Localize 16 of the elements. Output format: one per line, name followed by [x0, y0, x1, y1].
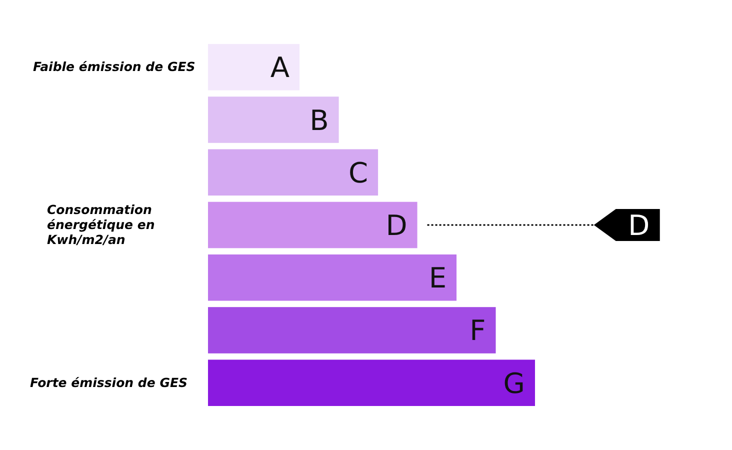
y-tick-label: G	[503, 366, 525, 400]
y-tick-label: F	[470, 314, 486, 348]
bar	[208, 360, 535, 406]
bar	[208, 202, 418, 248]
text: Forte émission de GES	[30, 374, 188, 390]
bar	[208, 254, 457, 301]
y-tick-label: B	[310, 104, 329, 137]
bar	[208, 96, 339, 143]
text: Faible émission de GES	[33, 59, 196, 74]
text: D	[628, 209, 650, 242]
y-tick-label: C	[348, 156, 368, 190]
text: Consommation énergétique en Kwh/m2/an	[47, 202, 155, 247]
y-tick-label: E	[428, 262, 447, 295]
bar	[208, 149, 378, 196]
bar	[208, 307, 496, 354]
y-tick-label: A	[270, 51, 290, 84]
